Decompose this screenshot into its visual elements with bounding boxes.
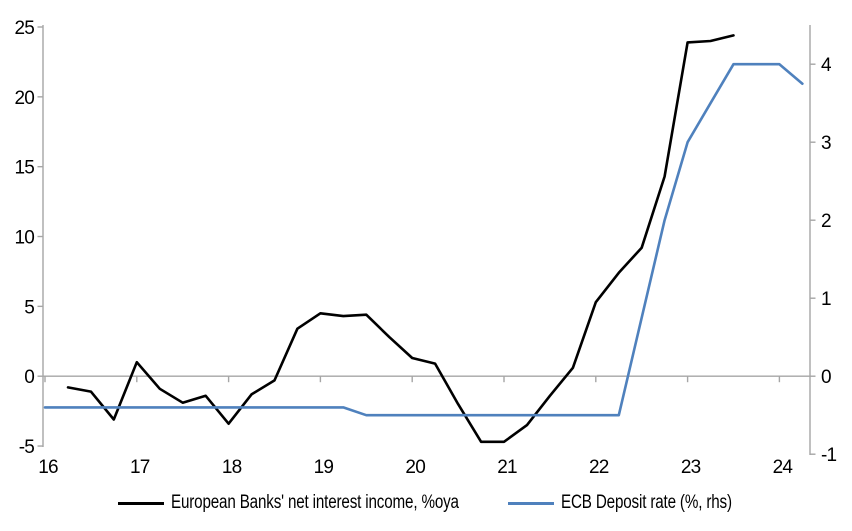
right-axis-tick-label: 0 [821, 367, 831, 388]
right-axis-tick-label: 2 [821, 211, 831, 232]
legend-item-ecb-deposit-rate: ECB Deposit rate (%, rhs) [508, 490, 775, 516]
left-axis-tick-label: -5 [19, 437, 35, 458]
right-axis-tick-label: -1 [821, 445, 837, 466]
x-axis-tick-label: 18 [222, 457, 242, 478]
series-ecb-deposit-rate-line [43, 62, 804, 417]
x-axis-tick-label: 20 [405, 457, 425, 478]
left-axis-tick-label: 5 [24, 297, 34, 318]
legend-item-net-interest-income: European Banks' net interest income, %oy… [118, 490, 531, 516]
x-axis-tick-label: 22 [589, 457, 609, 478]
left-axis-tick-label: 0 [24, 367, 34, 388]
legend-label-net-interest-income: European Banks' net interest income, %oy… [171, 492, 459, 513]
blue-line-sample-icon [508, 501, 554, 505]
right-axis-tick-label: 3 [821, 133, 831, 154]
black-line-sample-icon [118, 501, 164, 505]
x-axis-tick-label: 21 [497, 457, 517, 478]
left-axis-tick-label: 15 [14, 158, 34, 179]
legend-label-ecb-deposit-rate: ECB Deposit rate (%, rhs) [561, 492, 732, 513]
left-axis-tick-label: 20 [14, 88, 34, 109]
x-axis-tick-label: 19 [314, 457, 334, 478]
right-axis-tick-label: 4 [821, 55, 832, 76]
right-axis-tick-label: 1 [821, 289, 831, 310]
chart-legend: European Banks' net interest income, %oy… [0, 490, 852, 516]
left-axis-tick-label: 25 [14, 18, 34, 39]
left-axis-tick-label: 10 [14, 228, 34, 249]
x-axis-tick-label: 23 [681, 457, 701, 478]
x-axis-tick-label: 16 [38, 457, 58, 478]
x-axis-tick-label: 24 [773, 457, 794, 478]
x-axis-tick-label: 17 [130, 457, 150, 478]
series-net-interest-income-line [66, 34, 735, 444]
